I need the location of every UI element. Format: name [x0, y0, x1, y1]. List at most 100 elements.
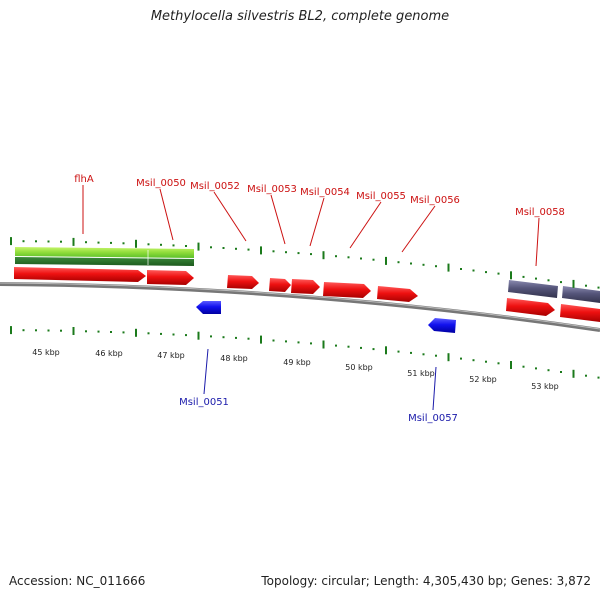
top-tick — [510, 271, 512, 280]
bottom-tick — [585, 374, 587, 377]
gene-Msil-0050 — [147, 270, 194, 285]
bottom-tick — [497, 362, 500, 365]
top-tick — [72, 237, 75, 246]
top-tick — [585, 284, 587, 287]
top-tick — [272, 250, 275, 253]
label-Msil-0052: Msil_0052 — [190, 181, 240, 192]
genome-info-text: Topology: circular; Length: 4,305,430 bp… — [261, 574, 591, 588]
top-tick — [347, 256, 350, 259]
gene-Msil-0055 — [323, 282, 371, 298]
accession-text: Accession: NC_011666 — [9, 574, 146, 588]
top-tick — [235, 247, 237, 250]
bottom-tick — [547, 369, 550, 372]
bottom-tick — [372, 348, 375, 351]
top-tick — [535, 277, 537, 280]
bottom-tick — [85, 330, 87, 333]
label-Msil-0050: Msil_0050 — [136, 178, 186, 189]
bottom-tick — [10, 326, 12, 335]
top-tick — [285, 251, 287, 254]
scale-label-45: 45 kbp — [32, 348, 60, 357]
bottom-tick — [360, 346, 362, 349]
top-tick — [22, 240, 25, 243]
map-title: Methylocella silvestris BL2, complete ge… — [150, 9, 450, 24]
forward-label-leaders — [82, 185, 540, 267]
top-tick — [360, 257, 362, 260]
bottom-tick — [472, 359, 475, 362]
top-tick — [385, 256, 387, 265]
bottom-tick — [110, 331, 112, 333]
bottom-tick — [522, 365, 525, 368]
bottom-tick — [147, 332, 150, 335]
bottom-tick — [185, 334, 187, 337]
scale-label-49: 49 kbp — [283, 358, 311, 367]
gene-Msil-0051 — [196, 301, 221, 314]
top-tick — [435, 265, 437, 268]
top-tick — [335, 255, 337, 258]
top-tick — [547, 279, 550, 282]
scale-label-51: 51 kbp — [407, 369, 435, 378]
bottom-tick — [310, 342, 312, 345]
top-tick — [260, 246, 262, 255]
gene-Msil-0054 — [291, 279, 320, 294]
top-tick — [297, 252, 300, 255]
bottom-tick — [485, 360, 487, 363]
bottom-tick — [347, 345, 350, 348]
bottom-tick — [60, 329, 62, 332]
top-tick — [185, 245, 187, 247]
rna-feature-next — [562, 286, 600, 303]
top-tick — [35, 240, 37, 243]
bottom-tick — [97, 330, 100, 333]
label-Msil-0056: Msil_0056 — [410, 195, 460, 206]
bottom-tick — [235, 336, 237, 339]
top-tick — [10, 237, 12, 246]
bottom-tick — [572, 369, 575, 378]
gene-flhA — [14, 267, 146, 282]
bottom-tick — [160, 332, 162, 335]
top-tick — [460, 268, 462, 270]
bottom-tick — [197, 331, 200, 340]
bottom-tick — [47, 329, 50, 332]
top-tick — [472, 269, 475, 272]
top-tick — [397, 261, 400, 264]
bottom-tick — [510, 361, 512, 369]
bottom-tick — [397, 350, 400, 353]
bottom-tick — [535, 367, 537, 370]
bottom-tick — [322, 340, 325, 349]
top-tick — [372, 258, 375, 261]
bottom-tick — [597, 376, 600, 379]
bottom-tick — [72, 327, 75, 335]
bottom-tick — [172, 333, 175, 336]
bottom-tick — [335, 344, 337, 347]
bottom-tick — [447, 353, 450, 362]
top-tick — [597, 286, 600, 289]
top-tick — [447, 263, 450, 272]
bottom-tick — [135, 328, 137, 337]
top-tick — [197, 242, 200, 251]
top-tick — [322, 251, 325, 260]
top-tick — [522, 275, 525, 278]
top-tick — [310, 253, 312, 256]
rna-feature-Msil-0058 — [508, 280, 558, 298]
top-tick — [497, 272, 500, 275]
label-Msil-0058: Msil_0058 — [515, 207, 565, 218]
top-tick — [110, 241, 112, 244]
top-tick — [485, 271, 487, 274]
gene-Msil-0056 — [377, 286, 418, 302]
top-tick — [410, 262, 412, 265]
label-Msil-0055: Msil_0055 — [356, 191, 406, 202]
label-Msil-0054: Msil_0054 — [300, 187, 350, 198]
bottom-tick — [260, 335, 262, 344]
genome-backbone — [0, 282, 600, 332]
top-tick — [122, 242, 125, 245]
gene-next-forward — [560, 304, 600, 322]
top-tick — [85, 241, 87, 244]
label-flhA: flhA — [74, 174, 94, 185]
gene-Msil-0052 — [227, 275, 259, 289]
green-feature-bar-dark — [15, 257, 194, 266]
top-tick — [172, 244, 175, 247]
top-tick — [222, 247, 225, 249]
scale-label-48: 48 kbp — [220, 354, 248, 363]
label-Msil-0057: Msil_0057 — [408, 413, 458, 424]
